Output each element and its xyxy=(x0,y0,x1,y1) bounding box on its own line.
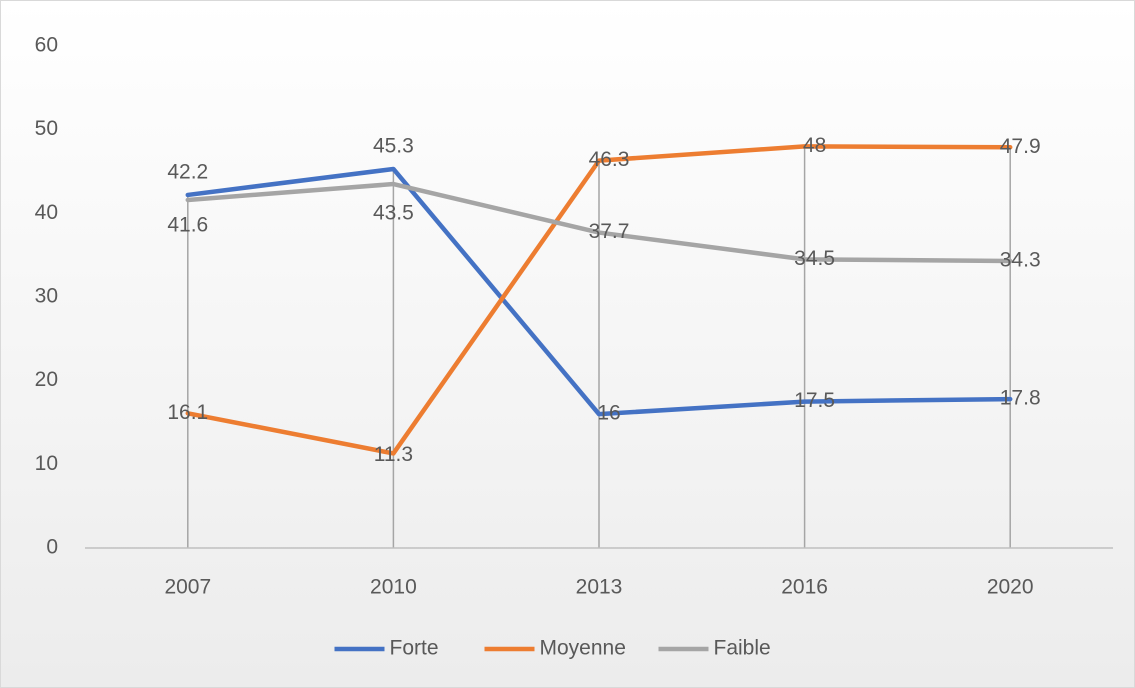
y-tick-label: 30 xyxy=(35,285,58,308)
data-label: 41.6 xyxy=(167,213,208,236)
data-label: 17.8 xyxy=(1000,387,1041,410)
legend-label: Faible xyxy=(714,637,771,660)
y-tick-label: 40 xyxy=(35,201,58,224)
y-tick-label: 20 xyxy=(35,368,58,391)
data-label: 34.3 xyxy=(1000,249,1041,272)
x-tick-label: 2013 xyxy=(576,576,623,599)
x-tick-label: 2007 xyxy=(164,576,211,599)
data-label: 16 xyxy=(597,402,620,425)
y-tick-label: 50 xyxy=(35,117,58,140)
y-tick-label: 0 xyxy=(46,536,58,559)
data-label: 46.3 xyxy=(589,148,630,171)
data-label: 47.9 xyxy=(1000,135,1041,158)
data-label: 43.5 xyxy=(373,202,414,225)
legend-label: Moyenne xyxy=(540,637,626,660)
data-label: 42.2 xyxy=(167,160,208,183)
data-label: 34.5 xyxy=(794,247,835,270)
y-tick-label: 60 xyxy=(35,34,58,57)
series-line xyxy=(185,181,1013,264)
data-label: 16.1 xyxy=(167,401,208,424)
x-tick-label: 2016 xyxy=(781,576,828,599)
data-label: 17.5 xyxy=(794,389,835,412)
data-label: 37.7 xyxy=(589,220,630,243)
x-tick-label: 2010 xyxy=(370,576,417,599)
data-label: 48 xyxy=(803,134,826,157)
series-line xyxy=(185,144,1013,456)
series-line xyxy=(185,166,1013,417)
data-label: 45.3 xyxy=(373,135,414,158)
x-tick-label: 2020 xyxy=(987,576,1034,599)
y-tick-label: 10 xyxy=(35,452,58,475)
data-label: 11.3 xyxy=(374,443,413,466)
legend-label: Forte xyxy=(390,637,439,660)
